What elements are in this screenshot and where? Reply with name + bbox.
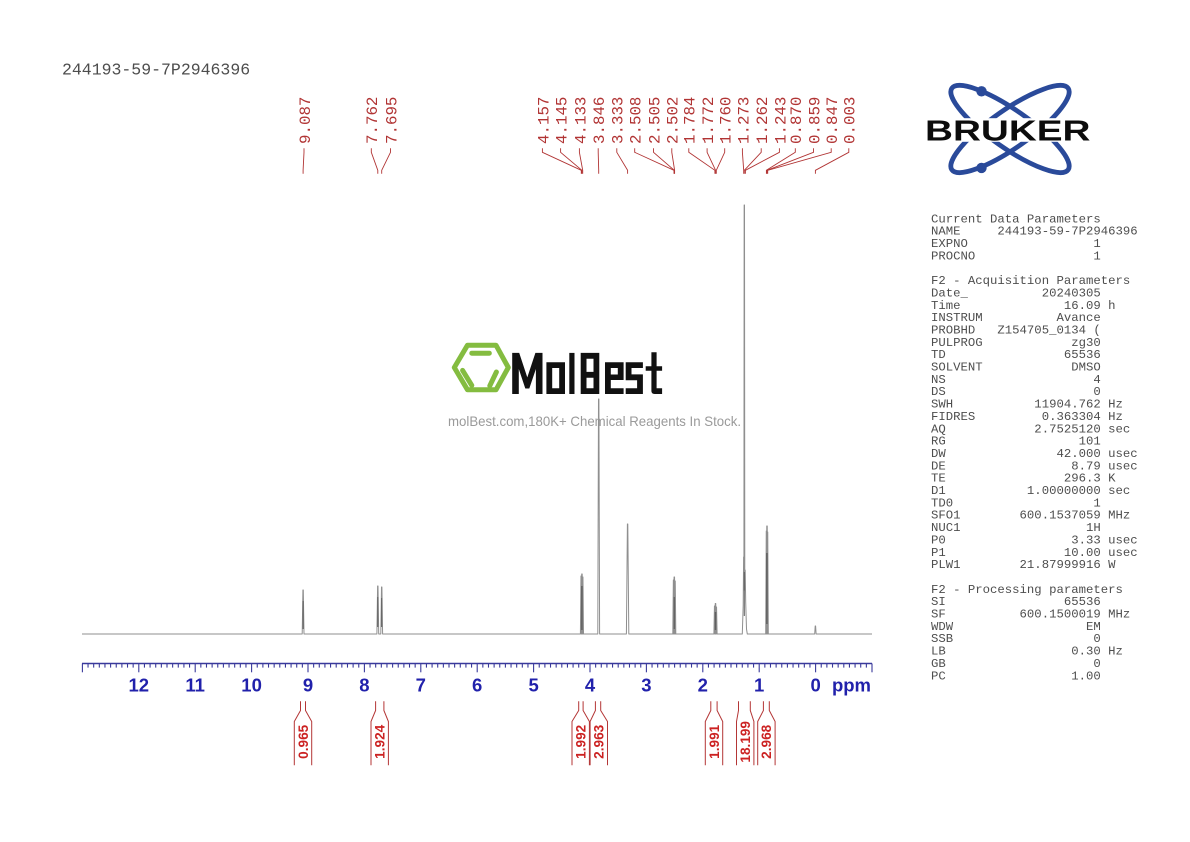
svg-text:2.505: 2.505 xyxy=(646,97,664,144)
svg-text:0.859: 0.859 xyxy=(806,97,824,144)
svg-text:11: 11 xyxy=(185,675,205,696)
svg-text:D1 1.00000000 sec: D1 1.00000000 sec xyxy=(931,484,1130,498)
svg-text:4.133: 4.133 xyxy=(572,97,590,144)
svg-text:SFO1 600.1537059 MHz: SFO1 600.1537059 MHz xyxy=(931,509,1130,523)
svg-text:NS 4: NS 4 xyxy=(931,373,1101,387)
svg-text:Current Data Parameters: Current Data Parameters xyxy=(931,212,1101,226)
svg-text:molBest.com,180K+ Chemical Rea: molBest.com,180K+ Chemical Reagents In S… xyxy=(448,413,741,429)
svg-text:SSB 0: SSB 0 xyxy=(931,632,1101,646)
svg-text:GB 0: GB 0 xyxy=(931,657,1101,671)
svg-text:12: 12 xyxy=(129,675,150,696)
svg-text:2.968: 2.968 xyxy=(759,724,774,758)
svg-text:5: 5 xyxy=(528,675,538,696)
svg-text:PC 1.00: PC 1.00 xyxy=(931,669,1101,683)
svg-text:2.502: 2.502 xyxy=(665,97,683,144)
svg-text:7.762: 7.762 xyxy=(364,97,382,144)
svg-text:INSTRUM Avance: INSTRUM Avance xyxy=(931,311,1101,325)
svg-text:7.695: 7.695 xyxy=(383,97,401,144)
svg-text:1.243: 1.243 xyxy=(772,97,790,144)
svg-text:TD0 1: TD0 1 xyxy=(931,496,1101,510)
svg-text:18.199: 18.199 xyxy=(738,721,753,763)
svg-text:BRUKER: BRUKER xyxy=(925,115,1091,147)
svg-text:LB 0.30 Hz: LB 0.30 Hz xyxy=(931,645,1123,659)
svg-text:EXPNO 1: EXPNO 1 xyxy=(931,237,1101,251)
svg-text:7: 7 xyxy=(416,675,426,696)
svg-text:3.846: 3.846 xyxy=(591,97,609,144)
svg-text:AQ 2.7525120 sec: AQ 2.7525120 sec xyxy=(931,422,1130,436)
svg-text:2.963: 2.963 xyxy=(592,724,607,758)
svg-text:P0 3.33 usec: P0 3.33 usec xyxy=(931,533,1138,547)
svg-text:PROBHD Z154705_0134 (: PROBHD Z154705_0134 ( xyxy=(931,323,1101,337)
svg-text:F2 - Processing parameters: F2 - Processing parameters xyxy=(931,583,1123,597)
svg-text:F2 - Acquisition Parameters: F2 - Acquisition Parameters xyxy=(931,274,1130,288)
svg-text:244193-59-7P2946396: 244193-59-7P2946396 xyxy=(62,61,250,80)
svg-text:DE 8.79 usec: DE 8.79 usec xyxy=(931,459,1138,473)
svg-text:1.273: 1.273 xyxy=(735,97,753,144)
svg-text:2: 2 xyxy=(698,675,708,696)
svg-text:8: 8 xyxy=(359,675,369,696)
svg-text:3.333: 3.333 xyxy=(610,97,628,144)
svg-text:WDW EM: WDW EM xyxy=(931,620,1101,634)
svg-text:2.508: 2.508 xyxy=(628,97,646,144)
svg-text:1.992: 1.992 xyxy=(574,724,589,758)
svg-text:1: 1 xyxy=(754,675,764,696)
svg-text:Date_ 20240305: Date_ 20240305 xyxy=(931,286,1101,300)
svg-text:9.087: 9.087 xyxy=(297,97,315,144)
svg-text:6: 6 xyxy=(472,675,482,696)
svg-text:1.262: 1.262 xyxy=(754,97,772,144)
svg-text:1.784: 1.784 xyxy=(682,97,700,144)
svg-text:0.847: 0.847 xyxy=(824,97,842,144)
svg-text:4.145: 4.145 xyxy=(554,97,572,144)
svg-text:SOLVENT DMSO: SOLVENT DMSO xyxy=(931,361,1101,375)
svg-text:PLW1 21.87999916 W: PLW1 21.87999916 W xyxy=(931,558,1116,572)
svg-text:SI 65536: SI 65536 xyxy=(931,595,1101,609)
svg-text:TD 65536: TD 65536 xyxy=(931,348,1101,362)
svg-text:SF 600.1500019 MHz: SF 600.1500019 MHz xyxy=(931,608,1130,622)
svg-text:10: 10 xyxy=(241,675,262,696)
svg-text:PROCNO 1: PROCNO 1 xyxy=(931,249,1101,263)
svg-text:0.870: 0.870 xyxy=(788,97,806,144)
svg-text:RG 101: RG 101 xyxy=(931,435,1101,449)
svg-text:NAME 244193-59-7P2946396: NAME 244193-59-7P2946396 xyxy=(931,225,1138,239)
svg-text:4: 4 xyxy=(585,675,596,696)
svg-text:0: 0 xyxy=(810,675,820,696)
svg-text:0.003: 0.003 xyxy=(842,97,860,144)
svg-text:P1 10.00 usec: P1 10.00 usec xyxy=(931,546,1138,560)
svg-text:4.157: 4.157 xyxy=(535,97,553,144)
svg-text:1.760: 1.760 xyxy=(718,97,736,144)
svg-text:1.772: 1.772 xyxy=(700,97,718,144)
svg-text:0.965: 0.965 xyxy=(296,724,311,758)
svg-text:SWH 11904.762 Hz: SWH 11904.762 Hz xyxy=(931,398,1123,412)
svg-text:3: 3 xyxy=(641,675,651,696)
svg-text:ppm: ppm xyxy=(832,675,871,696)
svg-text:TE 296.3 K: TE 296.3 K xyxy=(931,472,1116,486)
svg-text:Time 16.09 h: Time 16.09 h xyxy=(931,299,1115,313)
svg-text:1.991: 1.991 xyxy=(707,724,722,758)
svg-text:DW 42.000 usec: DW 42.000 usec xyxy=(931,447,1138,461)
svg-text:1.924: 1.924 xyxy=(373,724,388,758)
svg-text:FIDRES 0.363304 Hz: FIDRES 0.363304 Hz xyxy=(931,410,1123,424)
svg-text:9: 9 xyxy=(303,675,313,696)
svg-text:NUC1 1H: NUC1 1H xyxy=(931,521,1101,535)
svg-text:PULPROG zg30: PULPROG zg30 xyxy=(931,336,1101,350)
svg-text:DS 0: DS 0 xyxy=(931,385,1101,399)
